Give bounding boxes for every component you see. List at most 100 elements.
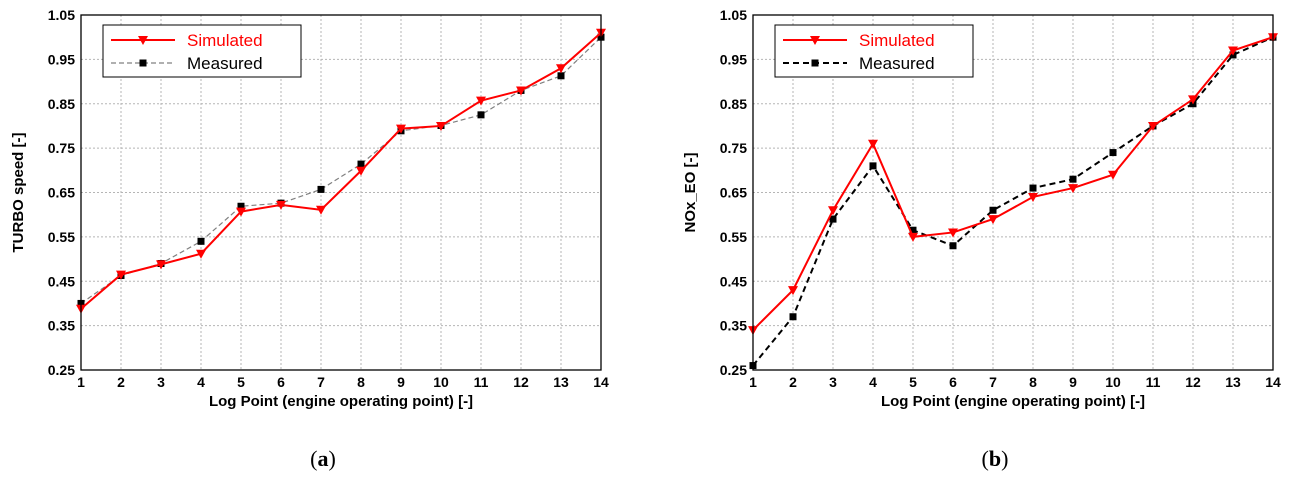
c0-x-tick-0: 1 (77, 374, 85, 390)
c0-y-axis-label: TURBO speed [-] (10, 132, 27, 252)
c1-y-tick-3: 0.55 (720, 229, 747, 245)
c1-legend-box (774, 24, 974, 78)
c0-x-tick-5: 6 (277, 374, 285, 390)
c1-x-tick-0: 1 (749, 374, 757, 390)
c1-x-tick-6: 7 (989, 374, 997, 390)
c1-x-tick-3: 4 (869, 374, 877, 390)
c0-point-measured-12 (557, 72, 565, 80)
c1-x-axis-label: Log Point (engine operating point) [-] (881, 393, 1145, 410)
c1-legend-label-0: Simulated (859, 31, 935, 50)
c1-x-tick-13: 14 (1265, 374, 1281, 390)
c0-y-tick-1: 0.35 (48, 318, 75, 334)
c0-line-measured (80, 36, 602, 304)
c1-point-measured-3 (869, 162, 877, 170)
c1-point-measured-5 (949, 242, 957, 250)
c0-x-tick-2: 3 (157, 374, 165, 390)
c1-point-simulated-8 (1068, 184, 1078, 194)
c1-point-simulated-9 (1108, 170, 1118, 180)
c0-point-simulated-1 (116, 270, 126, 280)
c1-point-simulated-10 (1148, 121, 1158, 131)
c0-point-simulated-12 (556, 64, 566, 74)
c1-point-simulated-3 (868, 139, 878, 149)
chart-b: 1 2 3 4 5 6 7 8 9 10 11 12 13 140.250.350.450.550.650… (682, 7, 1281, 410)
c0-point-measured-6 (317, 185, 325, 193)
c1-y-tick-7: 0.95 (720, 51, 747, 67)
c0-y-tick-5: 0.75 (48, 140, 75, 156)
c0-legend-label-0: Simulated (187, 31, 263, 50)
c0-point-simulated-4 (236, 207, 246, 217)
c1-line-simulated (752, 36, 1274, 331)
c0-x-tick-3: 4 (197, 374, 205, 390)
c1-y-tick-2: 0.45 (720, 273, 747, 289)
c0-y-tick-7: 0.95 (48, 51, 75, 67)
c0-legend-box (102, 24, 302, 78)
c1-x-tick-9: 10 (1105, 374, 1121, 390)
c0-point-simulated-7 (356, 166, 366, 176)
c1-y-tick-1: 0.35 (720, 318, 747, 334)
c0-point-measured-3 (197, 237, 205, 245)
c1-point-measured-2 (829, 215, 837, 223)
c0-x-tick-12: 13 (553, 374, 569, 390)
c1-legend-marker-1 (811, 59, 819, 67)
c0-legend-label-1: Measured (187, 54, 263, 73)
c0-x-tick-6: 7 (317, 374, 325, 390)
c1-legend: Simulated Measured (774, 24, 974, 78)
c0-point-simulated-5 (276, 200, 286, 210)
c0-x-tick-8: 9 (397, 374, 405, 390)
c1-point-measured-7 (1029, 184, 1037, 192)
c0-point-measured-7 (357, 160, 365, 168)
c0-x-tick-11: 12 (513, 374, 529, 390)
c0-y-tick-2: 0.45 (48, 273, 75, 289)
c0-legend-marker-1 (139, 59, 147, 67)
c0-point-simulated-8 (396, 124, 406, 134)
c0-x-tick-10: 11 (474, 374, 489, 390)
chart-panel-a: 1 2 3 4 5 6 7 8 9 10 11 12 13 14 0.25 0.35 0.45 0.55 0.65 0… (10, 7, 609, 471)
c1-x-tick-4: 5 (909, 374, 917, 390)
c1-plot-frame (752, 14, 1274, 371)
c0-y-tick-8: 1.05 (48, 7, 75, 23)
caption-b: (b) (981, 446, 1009, 471)
c0-x-axis-label: Log Point (engine operating point) [-] (209, 393, 473, 410)
chart-a: 1 2 3 4 5 6 7 8 9 10 11 12 13 140.250.350.450.550.650… (10, 7, 609, 410)
c0-point-simulated-2 (156, 260, 166, 270)
c1-point-simulated-2 (828, 206, 838, 216)
c1-y-tick-5: 0.75 (720, 140, 747, 156)
caption-a: (a) (310, 446, 336, 471)
c1-x-tick-12: 13 (1225, 374, 1241, 390)
c1-x-tick-11: 12 (1185, 374, 1201, 390)
c1-point-simulated-4 (908, 232, 918, 242)
c1-point-measured-9 (1109, 149, 1117, 157)
c0-y-tick-4: 0.65 (48, 185, 75, 201)
c0-y-tick-6: 0.85 (48, 96, 75, 112)
c0-x-tick-1: 2 (117, 374, 125, 390)
c1-point-measured-1 (789, 313, 797, 321)
c1-point-measured-6 (989, 206, 997, 214)
c0-point-simulated-9 (436, 121, 446, 131)
c1-y-axis-label: NOx_EO [-] (682, 152, 699, 232)
c0-series-simulated (76, 28, 606, 314)
c0-x-tick-9: 10 (433, 374, 449, 390)
c0-legend: Simulated Measured (102, 24, 302, 78)
chart-panel-b: 1 2 3 4 5 6 7 8 9 10 11 12 13 14 0.25 0.35 0.45 0.55 0.65 0… (672, 0, 1290, 479)
c0-x-tick-13: 14 (593, 374, 609, 390)
c1-x-tick-5: 6 (949, 374, 957, 390)
c1-point-simulated-5 (948, 228, 958, 238)
c1-tick-labels: 1 2 3 4 5 6 7 8 9 10 11 12 13 140.250.350.450.550.650… (720, 7, 1281, 390)
c1-point-measured-8 (1069, 175, 1077, 183)
c1-y-tick-8: 1.05 (720, 7, 747, 23)
c0-point-simulated-3 (196, 249, 206, 259)
c1-point-measured-4 (909, 226, 917, 234)
c0-plot-frame (80, 14, 602, 371)
c1-point-simulated-1 (788, 286, 798, 296)
c1-point-simulated-11 (1188, 95, 1198, 105)
c0-line-simulated (80, 32, 602, 310)
c1-x-tick-10: 11 (1146, 374, 1161, 390)
c1-legend-marker-0 (810, 36, 820, 45)
c1-point-simulated-6 (988, 215, 998, 225)
c1-point-simulated-7 (1028, 192, 1038, 202)
c1-legend-label-1: Measured (859, 54, 935, 73)
c1-point-simulated-12 (1228, 46, 1238, 56)
c1-x-tick-2: 3 (829, 374, 837, 390)
c0-point-measured-10 (477, 111, 485, 119)
c0-x-tick-7: 8 (357, 374, 365, 390)
